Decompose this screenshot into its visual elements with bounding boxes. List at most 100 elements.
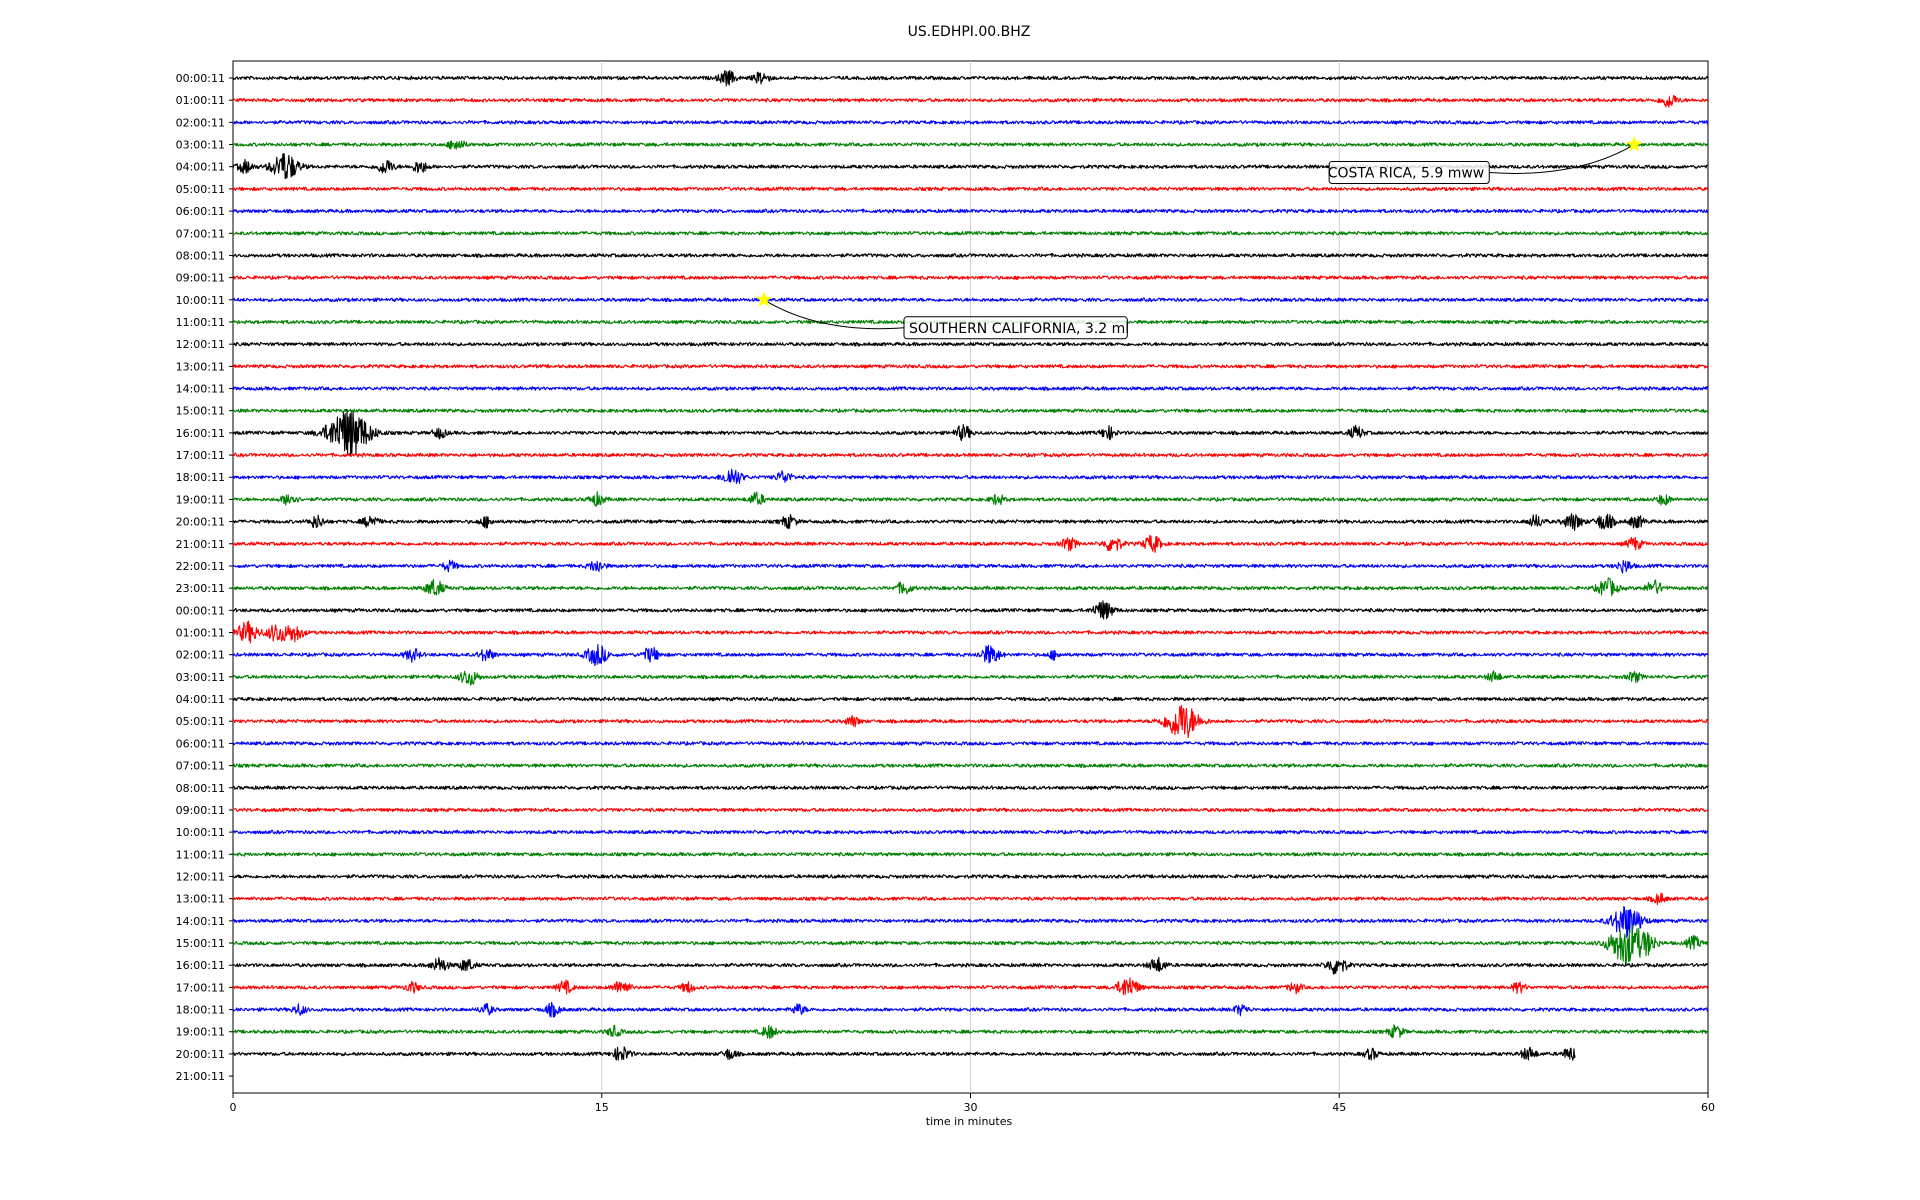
row-time-label: 09:00:11 — [176, 804, 225, 817]
seismic-trace — [232, 94, 1709, 108]
seismic-trace — [232, 892, 1709, 906]
row-time-label: 01:00:11 — [176, 94, 225, 107]
grid-lines — [601, 61, 1340, 1093]
seismic-trace — [232, 186, 1709, 192]
row-time-label: 04:00:11 — [176, 161, 225, 174]
seismic-trace — [232, 386, 1709, 391]
row-time-label: 21:00:11 — [176, 1070, 225, 1083]
event-annotation: SOUTHERN CALIFORNIA, 3.2 ml — [755, 291, 1129, 340]
row-time-label: 08:00:11 — [176, 782, 225, 795]
seismic-trace — [232, 696, 1709, 702]
seismic-trace — [232, 452, 1709, 458]
row-time-label: 10:00:11 — [176, 294, 225, 307]
row-time-label: 23:00:11 — [176, 582, 225, 595]
seismic-trace — [232, 69, 1709, 87]
seismic-trace — [232, 408, 1709, 414]
row-time-label: 02:00:11 — [176, 649, 225, 662]
seismic-trace — [232, 341, 1709, 347]
seismic-trace — [232, 208, 1709, 214]
seismic-trace — [232, 785, 1709, 791]
seismic-trace — [232, 363, 1709, 369]
row-time-label: 11:00:11 — [176, 316, 225, 329]
row-time-label: 03:00:11 — [176, 671, 225, 684]
row-time-label: 13:00:11 — [176, 360, 225, 373]
row-time-label: 16:00:11 — [176, 427, 225, 440]
seismic-trace — [232, 807, 1709, 813]
seismic-trace — [232, 408, 1709, 456]
seismic-traces — [232, 69, 1709, 1061]
seismic-trace — [232, 468, 1708, 485]
row-time-label: 19:00:11 — [176, 1026, 225, 1039]
row-time-label: 21:00:11 — [176, 538, 225, 551]
x-tick-label: 15 — [595, 1101, 609, 1114]
event-arrow — [1489, 144, 1635, 174]
row-time-label: 09:00:11 — [176, 272, 225, 285]
row-time-label: 18:00:11 — [176, 1004, 225, 1017]
row-time-label: 15:00:11 — [176, 937, 225, 950]
event-label-box — [1328, 161, 1490, 185]
row-time-label: 19:00:11 — [176, 493, 225, 506]
row-time-label: 01:00:11 — [176, 627, 225, 640]
event-label: COSTA RICA, 5.9 mww — [1328, 166, 1485, 182]
event-arrow — [763, 299, 905, 330]
seismic-trace — [232, 559, 1709, 574]
seismic-trace — [232, 670, 1709, 686]
row-time-label: 11:00:11 — [176, 848, 225, 861]
seismic-trace — [232, 977, 1709, 996]
seismic-trace — [232, 763, 1709, 769]
star-icon — [1625, 135, 1643, 152]
seismic-trace — [232, 297, 1709, 303]
row-time-label: 12:00:11 — [176, 870, 225, 883]
row-time-label: 07:00:11 — [176, 227, 225, 240]
row-time-label: 14:00:11 — [176, 383, 225, 396]
row-time-label: 04:00:11 — [176, 693, 225, 706]
row-time-label: 08:00:11 — [176, 249, 225, 262]
x-tick-label: 45 — [1332, 1101, 1346, 1114]
row-time-label: 10:00:11 — [176, 826, 225, 839]
row-time-label: 03:00:11 — [176, 139, 225, 152]
seismic-trace — [232, 741, 1709, 746]
seismic-trace — [232, 956, 1709, 975]
seismic-trace — [232, 1001, 1709, 1018]
seismic-trace — [232, 577, 1709, 597]
row-time-label: 06:00:11 — [176, 205, 225, 218]
seismic-trace — [232, 1024, 1709, 1040]
row-time-label: 17:00:11 — [176, 981, 225, 994]
row-time-label: 07:00:11 — [176, 760, 225, 773]
event-annotation: COSTA RICA, 5.9 mww — [1328, 135, 1643, 185]
seismic-trace — [232, 119, 1709, 125]
row-time-label: 02:00:11 — [176, 116, 225, 129]
event-annotations: COSTA RICA, 5.9 mww SOUTHERN CALIFORNIA, … — [755, 135, 1643, 340]
row-time-label: 20:00:11 — [176, 516, 225, 529]
event-label-box — [903, 316, 1128, 340]
row-time-label: 06:00:11 — [176, 737, 225, 750]
seismic-trace — [232, 704, 1709, 738]
row-time-label: 18:00:11 — [176, 471, 225, 484]
seismic-trace — [232, 906, 1709, 939]
seismic-trace — [232, 600, 1709, 620]
x-tick-label: 30 — [964, 1101, 978, 1114]
row-time-label: 05:00:11 — [176, 183, 225, 196]
seismic-trace — [232, 923, 1709, 965]
row-time-label: 05:00:11 — [176, 715, 225, 728]
x-tick-label: 60 — [1701, 1101, 1715, 1114]
seismic-trace — [232, 620, 1709, 644]
seismic-trace — [232, 874, 1709, 879]
seismic-trace — [232, 140, 1709, 150]
row-time-label: 14:00:11 — [176, 915, 225, 928]
x-axis-label: time in minutes — [926, 1115, 1013, 1128]
x-axis-ticks: 0 15 30 45 60 — [230, 1093, 1715, 1114]
seismic-trace — [232, 829, 1709, 835]
row-time-label: 13:00:11 — [176, 893, 225, 906]
x-tick-label: 0 — [230, 1101, 237, 1114]
star-icon — [755, 291, 773, 307]
row-time-labels: 00:00:11 01:00:11 02:00:11 03:00:11 04:00:11… — [176, 72, 233, 1083]
row-time-label: 20:00:11 — [176, 1048, 225, 1061]
row-time-label: 17:00:11 — [176, 449, 225, 462]
seismic-trace — [232, 230, 1709, 236]
seismic-trace — [232, 534, 1709, 553]
seismic-trace — [232, 513, 1709, 531]
row-time-label: 16:00:11 — [176, 959, 225, 972]
seismic-trace — [232, 851, 1709, 857]
